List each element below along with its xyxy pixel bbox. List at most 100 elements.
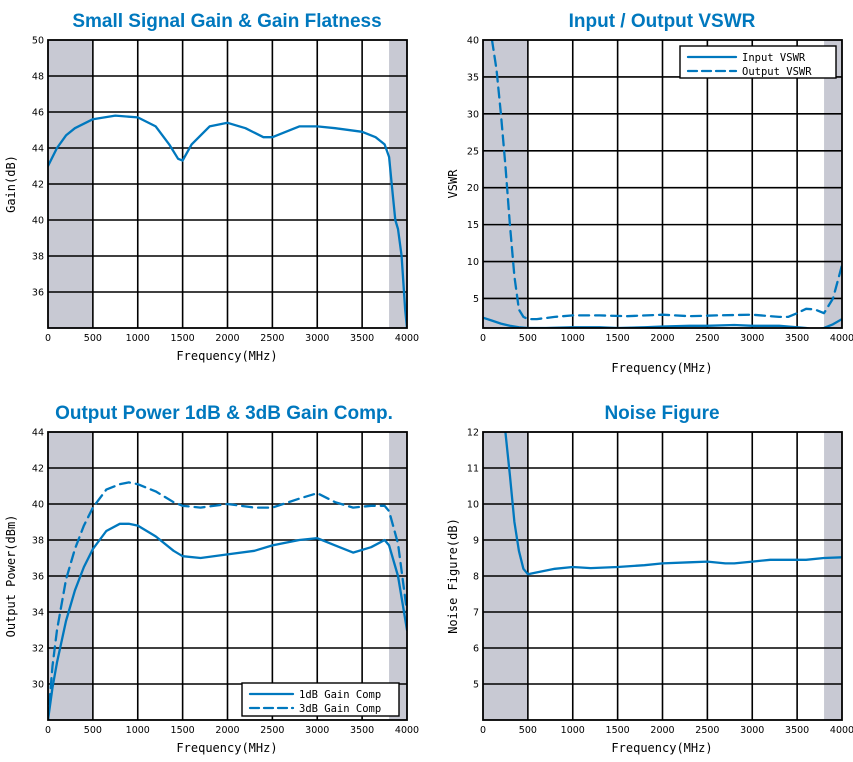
chart-title: Noise Figure <box>604 403 719 424</box>
y-tick-label: 32 <box>32 644 44 655</box>
x-tick-label: 3500 <box>350 333 374 344</box>
x-tick-label: 0 <box>480 725 486 736</box>
gridlines <box>483 40 842 328</box>
x-tick-label: 500 <box>519 725 537 736</box>
series-group <box>48 481 407 720</box>
x-tick-label: 3500 <box>785 725 809 736</box>
gridlines <box>48 432 407 720</box>
legend-box <box>241 682 400 717</box>
y-tick-label: 34 <box>32 608 44 619</box>
x-tick-label: 2500 <box>260 725 284 736</box>
y-tick-label: 5 <box>473 680 479 691</box>
x-tick-label: 0 <box>480 333 486 344</box>
x-tick-label: 1500 <box>171 725 195 736</box>
y-tick-label: 25 <box>467 146 479 157</box>
x-tick-label: 4000 <box>830 333 853 344</box>
chart-title: Output Power 1dB & 3dB Gain Comp. <box>55 403 393 424</box>
x-tick-label: 2000 <box>650 725 674 736</box>
x-tick-label: 3500 <box>785 333 809 344</box>
x-tick-label: 500 <box>84 725 102 736</box>
y-tick-label: 42 <box>32 180 44 191</box>
chart-title: Input / Output VSWR <box>569 11 756 32</box>
y-tick-label: 12 <box>467 428 479 439</box>
y-tick-label: 35 <box>467 72 479 83</box>
y-tick-labels: 30 32 34 36 38 40 42 44 <box>32 428 44 691</box>
x-axis-label: Frequency(MHz) <box>176 349 277 363</box>
x-tick-label: 3000 <box>305 725 329 736</box>
y-tick-label: 38 <box>32 252 44 263</box>
x-tick-label: 2500 <box>695 725 719 736</box>
y-tick-label: 40 <box>32 500 44 511</box>
x-tick-label: 2500 <box>695 333 719 344</box>
y-tick-labels: 5 6 7 8 9 10 11 12 <box>467 428 479 691</box>
x-tick-label: 1000 <box>126 333 150 344</box>
x-axis-label: Frequency(MHz) <box>611 361 712 375</box>
y-tick-labels: 5 10 15 20 25 30 35 40 <box>467 36 479 305</box>
series-line-0 <box>48 114 407 328</box>
gridlines <box>48 40 407 328</box>
legend: 1dB Gain Comp 3dB Gain Comp <box>241 682 400 717</box>
y-tick-label: 36 <box>32 572 44 583</box>
x-tick-label: 1500 <box>171 333 195 344</box>
y-tick-label: 30 <box>32 680 44 691</box>
series-group <box>48 114 407 328</box>
series-group <box>504 432 842 576</box>
y-tick-label: 15 <box>467 220 479 231</box>
legend-label-input: Input VSWR <box>742 52 806 64</box>
y-tick-label: 5 <box>473 294 479 305</box>
x-tick-label: 0 <box>45 725 51 736</box>
x-tick-labels: 0 500 1000 1500 2000 2500 3000 3500 4000 <box>480 725 853 736</box>
x-tick-label: 1000 <box>126 725 150 736</box>
plot-frame <box>482 431 843 721</box>
x-tick-label: 4000 <box>830 725 853 736</box>
series-line-0 <box>483 316 842 328</box>
y-tick-label: 40 <box>32 216 44 227</box>
output-power-chart: 0 500 1000 1500 2000 2500 3000 3500 4000 3032343… <box>4 403 419 755</box>
series-line-1 <box>48 481 407 720</box>
x-tick-label: 2000 <box>215 725 239 736</box>
y-tick-label: 44 <box>32 428 44 439</box>
y-tick-label: 6 <box>473 644 479 655</box>
y-axis-label: VSWR <box>446 169 460 199</box>
y-tick-label: 42 <box>32 464 44 475</box>
y-tick-label: 36 <box>32 288 44 299</box>
x-tick-label: 500 <box>519 333 537 344</box>
y-tick-label: 7 <box>473 608 479 619</box>
y-axis-label: Noise Figure(dB) <box>446 518 460 634</box>
y-tick-label: 10 <box>467 500 479 511</box>
x-tick-label: 4000 <box>395 333 419 344</box>
y-tick-labels: 36 38 40 42 44 46 48 50 <box>32 36 44 299</box>
y-axis-label: Output Power(dBm) <box>4 515 18 638</box>
x-tick-label: 4000 <box>395 725 419 736</box>
plot-frame <box>482 39 843 329</box>
x-tick-label: 3500 <box>350 725 374 736</box>
x-tick-label: 500 <box>84 333 102 344</box>
chart-title: Small Signal Gain & Gain Flatness <box>72 11 381 32</box>
x-axis-label: Frequency(MHz) <box>611 741 712 755</box>
x-tick-label: 1000 <box>561 725 585 736</box>
noise-figure-chart: 0 500 1000 1500 2000 2500 3000 3500 4000 5 6 7 8 9 10… <box>446 403 853 755</box>
gain-chart: 0 500 1000 1500 2000 2500 3000 3500 4000 36 38 40 4… <box>4 11 419 363</box>
shaded-bands <box>483 40 842 328</box>
y-tick-label: 8 <box>473 572 479 583</box>
y-tick-label: 38 <box>32 536 44 547</box>
x-tick-labels: 0 500 1000 1500 2000 2500 3000 3500 4000 <box>480 333 853 344</box>
y-tick-label: 10 <box>467 257 479 268</box>
x-tick-label: 3000 <box>305 333 329 344</box>
vswr-chart: 0 500 1000 1500 2000 2500 3000 3500 4000 5 10 15 20… <box>446 11 853 375</box>
y-tick-label: 50 <box>32 36 44 47</box>
x-tick-label: 1500 <box>606 725 630 736</box>
legend-label-3db: 3dB Gain Comp <box>299 703 381 715</box>
x-tick-label: 3000 <box>740 333 764 344</box>
legend-box <box>679 45 837 79</box>
series-line-0 <box>48 522 407 720</box>
series-group <box>483 40 842 328</box>
x-tick-label: 1000 <box>561 333 585 344</box>
y-tick-label: 11 <box>467 464 479 475</box>
y-tick-label: 44 <box>32 144 44 155</box>
shaded-band-0 <box>483 40 528 328</box>
x-tick-labels: 0 500 1000 1500 2000 2500 3000 3500 4000 <box>45 333 419 344</box>
x-tick-labels: 0 500 1000 1500 2000 2500 3000 3500 4000 <box>45 725 419 736</box>
y-tick-label: 30 <box>467 109 479 120</box>
x-axis-label: Frequency(MHz) <box>176 741 277 755</box>
